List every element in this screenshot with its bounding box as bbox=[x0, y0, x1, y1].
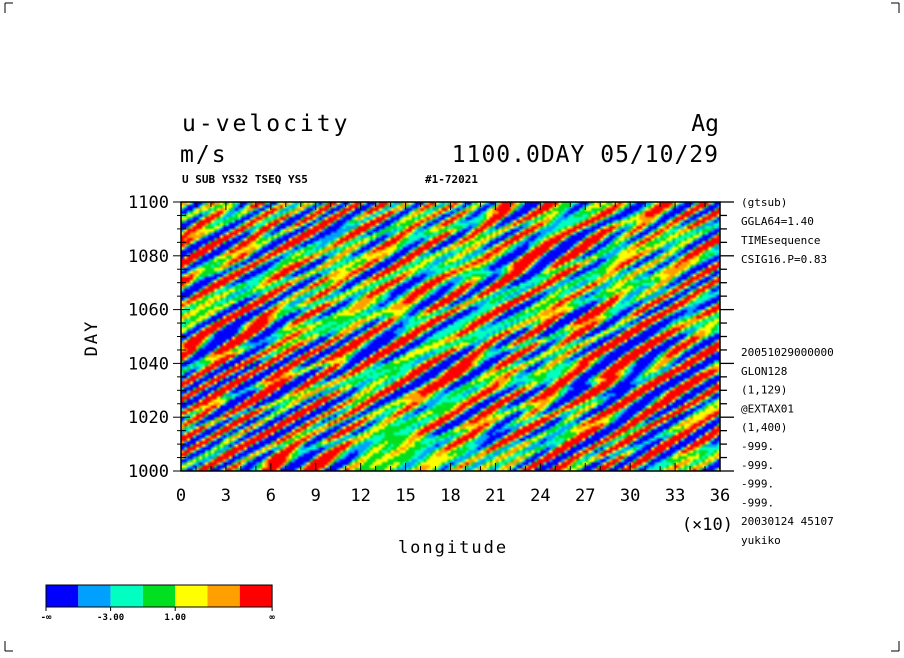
side-info-line: 20051029000000 bbox=[741, 346, 834, 359]
x-tick-label: 21 bbox=[485, 486, 505, 506]
color-bar: -∞ -3.00 1.00 ∞ bbox=[41, 584, 275, 623]
corner-marks bbox=[4, 2, 900, 652]
color-bar-swatch bbox=[110, 585, 143, 607]
y-tick-label: 1000 bbox=[128, 462, 169, 482]
side-info-line: (1,129) bbox=[741, 384, 787, 397]
side-info-bottom: 20051029000000 GLON128 (1,129) @EXTAX01 (1,4… bbox=[741, 346, 834, 547]
y-tick-label: 1040 bbox=[128, 354, 169, 374]
side-info-line: -999. bbox=[741, 478, 774, 491]
x-tick-label: 18 bbox=[440, 486, 460, 506]
x-tick-label: 33 bbox=[665, 486, 685, 506]
x-tick-label: 24 bbox=[530, 486, 550, 506]
x-tick-label: 12 bbox=[350, 486, 370, 506]
side-info-line: GGLA64=1.40 bbox=[741, 215, 814, 228]
color-bar-label: ∞ bbox=[269, 613, 275, 623]
side-info-line: yukiko bbox=[741, 534, 781, 547]
right-tag: Ag bbox=[691, 111, 719, 137]
x-axis-label: longitude bbox=[398, 538, 508, 558]
axes: 0 3 6 9 12 15 18 21 24 27 30 33 36100010201040106010… bbox=[128, 193, 734, 506]
x-tick-label: 3 bbox=[221, 486, 231, 506]
y-tick-label: 1080 bbox=[128, 247, 169, 267]
y-tick-label: 1060 bbox=[128, 301, 169, 321]
run-id: #1-72021 bbox=[425, 173, 478, 186]
color-bar-swatch bbox=[239, 585, 273, 607]
side-info-line: -999. bbox=[741, 459, 774, 472]
color-bar-swatch bbox=[78, 585, 111, 607]
color-bar-swatch bbox=[142, 585, 176, 607]
side-info-line: GLON128 bbox=[741, 365, 787, 378]
subtitle: U SUB YS32 TSEQ YS5 bbox=[182, 173, 308, 186]
x-scale-note: (×10) bbox=[682, 515, 733, 535]
side-info-line: (1,400) bbox=[741, 421, 787, 434]
color-bar-label: -3.00 bbox=[97, 613, 124, 623]
side-info-line: -999. bbox=[741, 496, 774, 509]
color-bar-frame bbox=[45, 584, 273, 608]
side-info-top: (gtsub) GGLA64=1.40 TIMEsequence CSIG16.P=0… bbox=[741, 196, 827, 266]
time-stamp: 1100.0DAY 05/10/29 bbox=[452, 142, 719, 168]
x-tick-label: 30 bbox=[620, 486, 640, 506]
x-tick-label: 9 bbox=[311, 486, 321, 506]
x-tick-label: 27 bbox=[575, 486, 595, 506]
heatmap-area bbox=[181, 202, 720, 471]
y-axis-label: DAY bbox=[82, 320, 102, 357]
y-tick-label: 1100 bbox=[128, 193, 169, 213]
color-bar-swatch bbox=[207, 585, 240, 607]
side-info-line: 20030124 45107 bbox=[741, 515, 834, 528]
color-bar-label: 1.00 bbox=[164, 613, 186, 623]
x-tick-label: 36 bbox=[710, 486, 730, 506]
chart-title: u-velocity bbox=[182, 111, 350, 137]
side-info-line: @EXTAX01 bbox=[741, 402, 794, 415]
heatmap-field bbox=[181, 202, 720, 471]
side-info-line: TIMEsequence bbox=[741, 234, 820, 247]
units-label: m/s bbox=[180, 142, 228, 168]
side-info-line: CSIG16.P=0.83 bbox=[741, 253, 827, 266]
x-tick-label: 0 bbox=[176, 486, 186, 506]
side-info-line: -999. bbox=[741, 440, 774, 453]
x-tick-label: 15 bbox=[395, 486, 415, 506]
color-bar-swatch bbox=[46, 585, 79, 607]
side-info-line: (gtsub) bbox=[741, 196, 787, 209]
x-tick-label: 6 bbox=[266, 486, 276, 506]
color-bar-swatch bbox=[175, 585, 208, 607]
y-tick-label: 1020 bbox=[128, 408, 169, 428]
color-bar-label: -∞ bbox=[41, 613, 52, 623]
